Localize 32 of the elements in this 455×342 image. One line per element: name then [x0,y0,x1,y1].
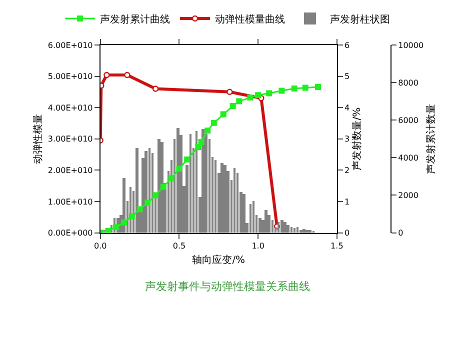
y3-tick-label: 10000 [398,40,424,50]
y3-tick-label: 0 [398,228,404,238]
y3-tick-label: 8000 [398,78,418,88]
y-axis-title: 动弹性模量 [32,114,44,164]
y-tick-label: 4.00E+010 [48,103,93,112]
y-tick-label: 2.00E+010 [48,166,93,175]
text: 声发射事件与动弹性模量关系曲线 [145,280,310,293]
y3-axis-title: 声发射累计数量 [425,104,438,174]
x-tick-label: 0.0 [94,241,107,250]
legend-label: 动弹性模量曲线 [215,13,285,26]
x-tick-label: 1.5 [330,241,344,250]
y3-tick-label: 6000 [398,116,418,125]
y-tick-label: 5.00E+010 [48,72,93,82]
y2-tick-label: 1 [344,197,350,206]
y-tick-label: 6.00E+010 [48,40,93,50]
y2-axis-title: 声发射数量/% [351,107,364,170]
y-tick-label: 0.00E+000 [48,228,93,238]
x-axis-title: 轴向应变/% [192,254,246,266]
y2-tick-label: 2 [344,166,350,175]
x-tick-label: 0.5 [172,241,186,250]
y-tick-label: 3.00E+010 [48,134,93,144]
legend-label: 声发射柱状图 [330,13,390,26]
y-tick-label: 1.00E+010 [48,197,93,206]
y2-tick-label: 4 [344,103,350,112]
y2-tick-label: 5 [344,72,350,82]
legend-label: 声发射累计曲线 [100,13,170,26]
y2-tick-label: 0 [344,228,350,238]
x-tick-label: 1.0 [252,241,264,250]
y3-tick-label: 4000 [398,153,418,162]
y2-tick-label: 6 [344,40,350,50]
y3-tick-label: 2000 [398,191,418,200]
y2-tick-label: 3 [344,134,350,144]
